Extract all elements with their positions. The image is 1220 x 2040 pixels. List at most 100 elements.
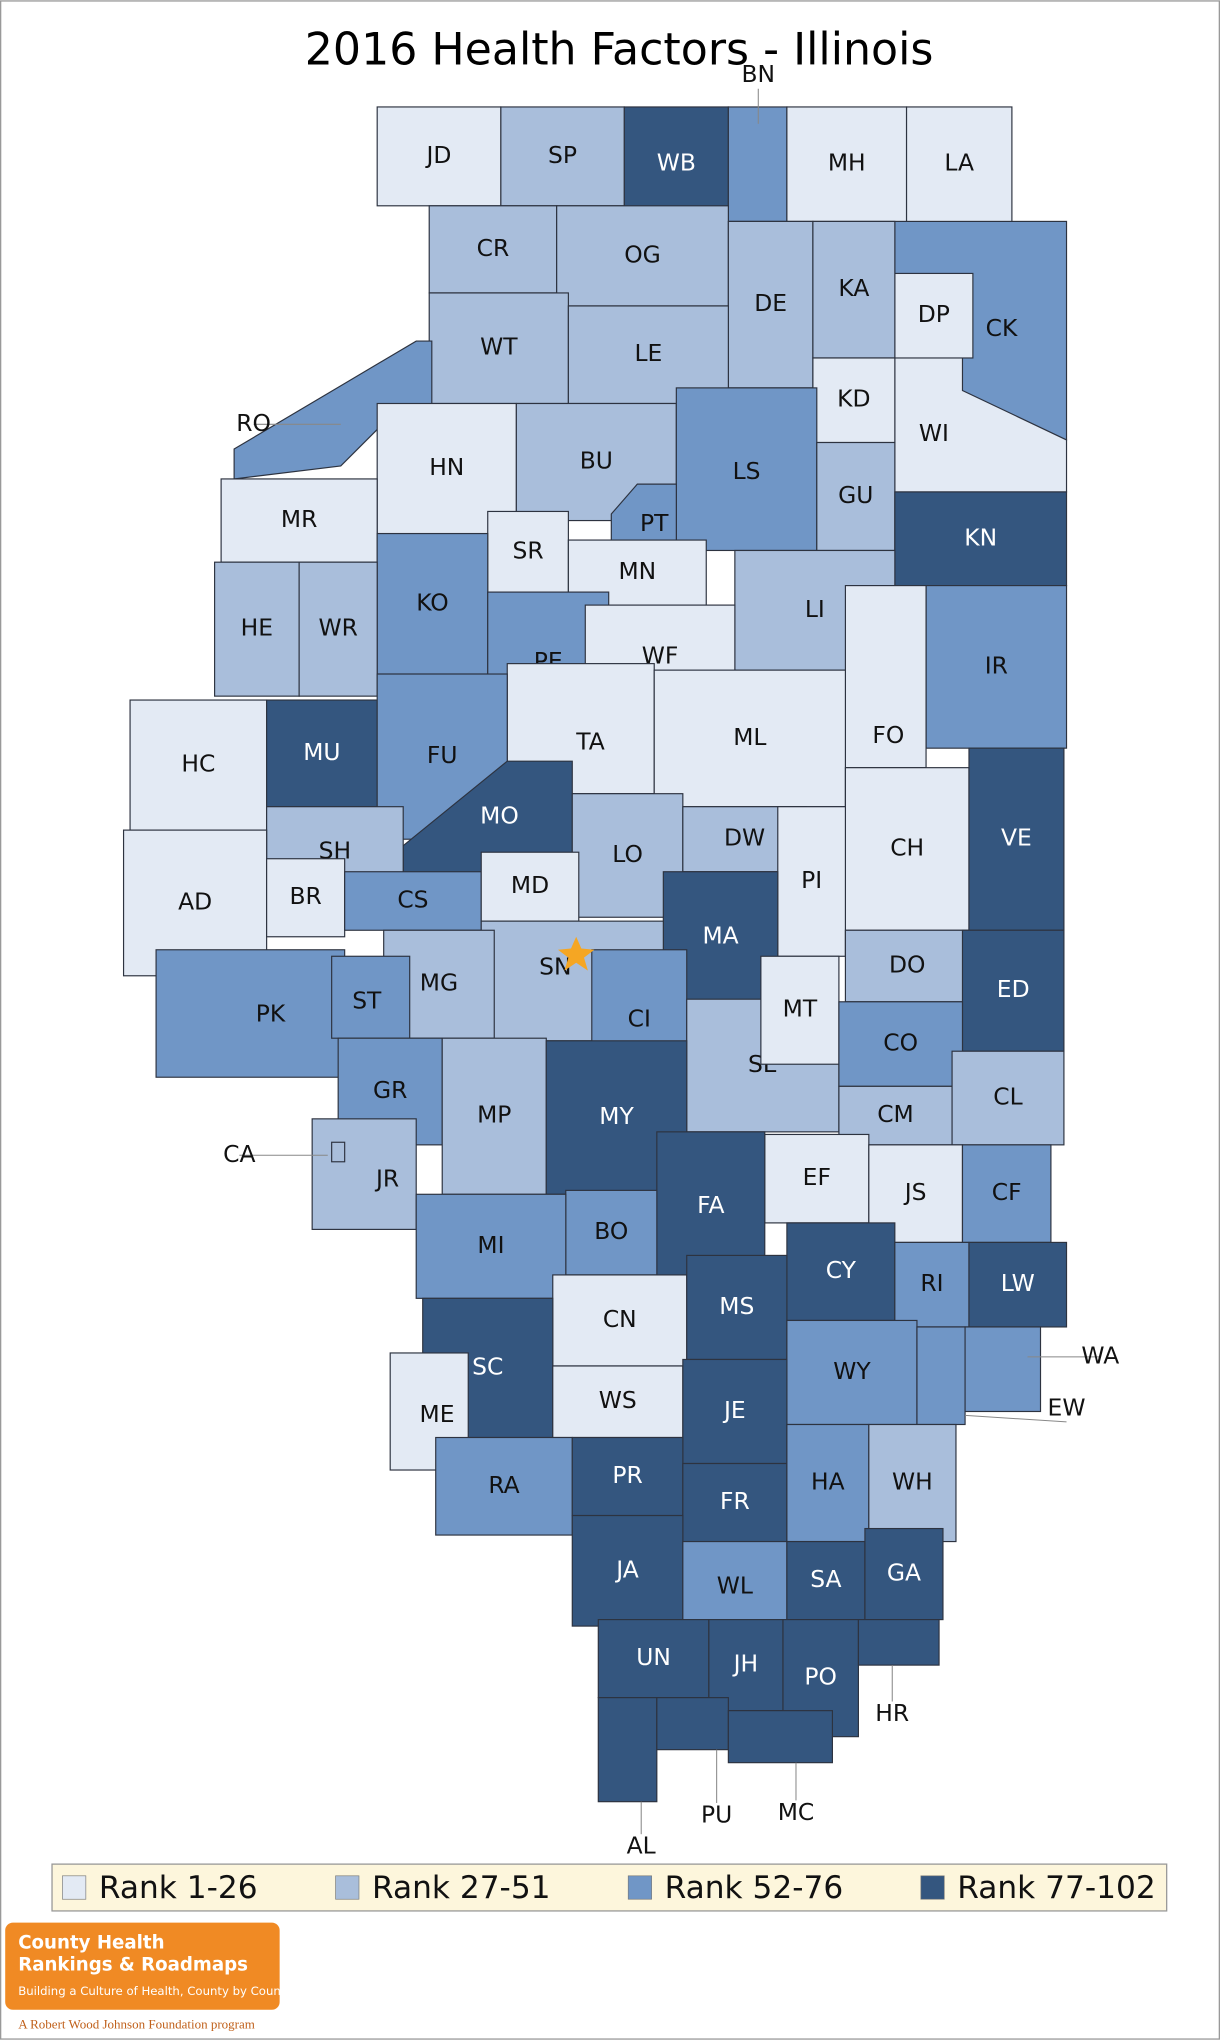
county: JE [682,1358,788,1465]
county-label: OG [624,240,661,268]
county-shape [298,561,378,697]
county-shape [155,949,346,1078]
county-label: CR [477,234,510,262]
county-label: CL [993,1083,1022,1111]
county: PR [571,1436,684,1517]
county-shape [864,1527,944,1621]
county: DP [894,272,974,359]
county: PU [656,1697,732,1828]
county-shape [857,1619,940,1666]
county-label: DE [754,289,787,317]
county-shape [656,1697,729,1751]
county: SR [487,510,569,593]
county-label: BR [289,882,321,910]
county-shape [968,1241,1068,1328]
county: WR [298,561,378,697]
county-shape [964,1326,1042,1413]
county-label: JD [424,141,451,169]
county-shape [653,669,847,808]
county-label: PT [640,509,669,537]
county-label: ED [997,975,1030,1003]
county-shape [597,1619,710,1699]
county-label: AL [627,1832,656,1860]
county: JR [311,1118,417,1230]
county-label: FU [427,741,458,769]
county: VE [968,747,1065,931]
county-shape [916,1326,966,1426]
county-label: HE [241,614,273,642]
county: JH [708,1619,784,1712]
county: DO [844,929,970,1003]
county-label: GU [838,481,873,509]
county: EW [916,1326,1085,1426]
legend-label: Rank 77-102 [957,1870,1155,1906]
county-shape [786,1319,918,1426]
county-shape [571,1436,684,1517]
county-label: BN [741,60,775,88]
county-shape [266,699,378,808]
county: MD [480,851,580,922]
county: CR [428,205,558,294]
county-shape [844,929,970,1003]
county-shape [597,1697,658,1803]
county-shape [786,1423,870,1543]
county-label: EF [803,1163,831,1191]
county-label: CA [223,1140,255,1168]
county-label: SA [810,1565,841,1593]
county-label: KD [837,385,870,413]
county: BR [266,858,346,938]
county-label: WL [717,1572,753,1600]
county-shape [682,1540,788,1634]
county-shape [480,851,580,922]
counties: CK WI DP SP JD WB BN MH LA CR OG DE KA WT LE KD RO HN BU LS… [122,60,1119,1860]
capital-star [557,936,595,971]
county: WL [682,1540,788,1634]
county-label: KO [416,588,449,616]
county: WS [552,1365,684,1439]
county-shape [682,1358,788,1465]
county-label: FO [872,721,904,749]
county-label: CS [397,885,428,913]
county: WB [623,106,729,222]
county-shape [556,205,729,307]
county: ML [653,669,847,808]
county-shape [266,858,346,938]
county-label: LS [733,457,761,485]
county-shape [220,478,378,563]
county: RI [894,1241,970,1328]
county-shape [344,871,482,931]
legend-swatch [920,1875,945,1900]
county: JD [376,106,502,207]
county-shape [777,806,847,957]
county: PT [610,483,677,541]
county: HC [129,699,268,831]
county-label: FR [720,1487,750,1515]
county: GA [864,1527,944,1621]
county: JA [571,1514,684,1627]
county-label: CY [826,1256,857,1284]
legend-swatch [62,1875,87,1900]
county-label: IR [985,651,1008,679]
county-label: DP [918,300,950,328]
legend-label: Rank 52-76 [665,1870,844,1906]
county-label: ST [352,986,382,1014]
county-shape [567,305,729,405]
legend-swatch [335,1875,360,1900]
county-label: LO [612,840,643,868]
county-label: CH [890,833,924,861]
county-shape [727,106,788,222]
county-label: MG [420,969,458,997]
county-label: JS [903,1178,927,1206]
county: GU [816,441,896,552]
county: LO [571,793,684,918]
county-label: RI [920,1269,943,1297]
county-shape [844,585,927,769]
county-label: PI [801,866,822,894]
county-label: BO [594,1217,628,1245]
county-shape [812,220,896,359]
county-label: VE [1001,824,1032,852]
county: CO [838,1001,964,1087]
county-shape [565,1189,658,1276]
county: SP [500,106,625,207]
